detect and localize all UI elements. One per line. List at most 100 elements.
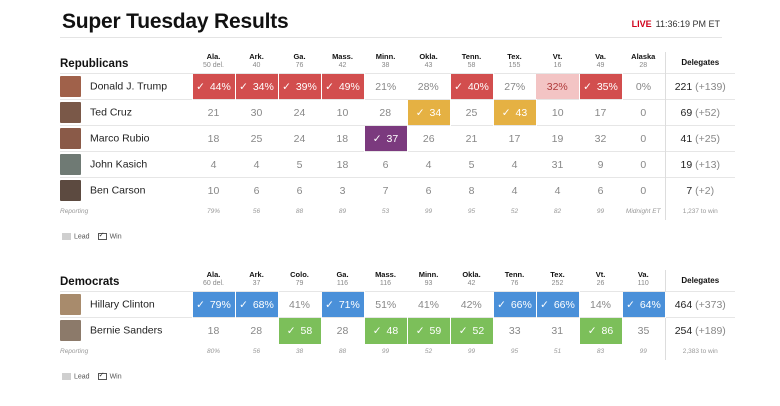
check-icon: ✓	[372, 132, 385, 145]
state-delegates: 42	[467, 280, 476, 287]
result-value: 0	[640, 184, 647, 197]
reporting-value: 79%	[206, 208, 220, 215]
result-value: 4	[511, 184, 518, 197]
delegate-count: 69 (+52)	[664, 99, 735, 126]
result-value: 10	[336, 106, 349, 119]
result-cell: 28	[321, 317, 364, 344]
result-cell: ✓ 58	[277, 317, 322, 344]
result-cell: 6	[278, 177, 321, 204]
state-abbr: Alaska	[631, 52, 656, 61]
candidate-name-cell: Ted Cruz	[60, 99, 192, 126]
result-value: 41%	[288, 298, 310, 311]
delegate-count: 41 (+25)	[664, 125, 735, 152]
reporting-value: 80%	[206, 348, 220, 355]
result-value: 0	[640, 158, 647, 171]
delegates-to-win: 2,383 to win	[664, 343, 735, 360]
candidate-name-cell: Ben Carson	[60, 177, 192, 204]
avatar	[60, 128, 81, 149]
result-cell: 7	[364, 177, 407, 204]
result-value: 4	[425, 158, 432, 171]
state-header: Ga. 76	[278, 52, 321, 74]
state-delegates: 26	[596, 280, 605, 287]
lead-swatch	[62, 373, 71, 380]
candidate-row[interactable]: Ted Cruz 21 30 24 10 28 ✓ 34 25 ✓ 43 10 17 0 69 (+52…	[60, 99, 735, 126]
candidate-name-cell: Marco Rubio	[60, 125, 192, 152]
result-cell: ✓ 34	[406, 99, 451, 126]
result-value: 32	[594, 132, 607, 145]
democrat-results-table: Democrats Ala. 60 del. Ark. 37 Colo. 79 Ga. 116 M…	[60, 270, 735, 360]
result-cell: 4	[536, 177, 579, 204]
result-cell: 42%	[450, 291, 493, 318]
state-abbr: Colo.	[290, 270, 309, 279]
update-time: 11:36:19 PM ET	[655, 19, 720, 29]
check-icon: ✓	[458, 324, 471, 337]
check-icon: ✓	[415, 324, 428, 337]
result-cell: 3	[321, 177, 364, 204]
legend-win-label: Win	[109, 233, 122, 241]
state-delegates: 76	[510, 280, 519, 287]
state-delegates: 49	[596, 62, 605, 69]
state-abbr: Okla.	[462, 270, 481, 279]
result-value: 64%	[639, 298, 661, 311]
result-cell: 18	[192, 125, 235, 152]
delegate-total: 19	[680, 158, 693, 171]
check-icon: ✓	[626, 298, 638, 311]
state-delegates: 42	[338, 62, 347, 69]
result-cell: 30	[235, 99, 278, 126]
republican-results-table: Republicans Ala. 50 del. Ark. 40 Ga. 76 Mass. 42…	[60, 52, 735, 220]
delegate-change: (+13)	[695, 158, 720, 171]
result-value: 41%	[417, 298, 439, 311]
check-icon: ✓	[454, 80, 466, 93]
reporting-value: 99	[639, 348, 647, 355]
state-delegates: 116	[336, 280, 349, 287]
candidate-row[interactable]: Donald J. Trump ✓ 44% ✓ 34% ✓ 39% ✓ 49% 21% 28…	[60, 73, 735, 100]
result-cell: ✓ 86	[578, 317, 623, 344]
reporting-value: 99	[381, 348, 390, 355]
result-cell: ✓ 34%	[234, 73, 279, 100]
legend-lead: Lead	[62, 373, 90, 380]
reporting-value: 51	[553, 348, 562, 355]
candidate-row[interactable]: Marco Rubio 18 25 24 18 ✓ 37 26 21 17 19 32 0 41 (+2…	[60, 125, 735, 152]
candidate-row[interactable]: Hillary Clinton ✓ 79% ✓ 68% 41% ✓ 71% 51% 41% 4…	[60, 291, 735, 318]
result-value: 18	[336, 158, 349, 171]
state-delegates: 37	[252, 280, 261, 287]
party-label: Republicans	[60, 58, 129, 70]
candidate-row[interactable]: John Kasich 4 4 5 18 6 4 5 4 31 9 0 19 (+13)	[60, 151, 735, 178]
state-header: Ala. 50 del.	[192, 52, 235, 74]
result-value: 4	[253, 158, 260, 171]
result-value: 0%	[635, 80, 652, 93]
state-abbr: Mass.	[332, 52, 353, 61]
result-value: 37	[386, 132, 399, 145]
result-cell: 26	[407, 125, 450, 152]
reporting-value: 52	[510, 208, 519, 215]
state-header: Alaska 28	[622, 52, 665, 74]
state-delegates: 38	[381, 62, 390, 69]
check-icon: ✓	[196, 298, 208, 311]
result-value: 28	[250, 324, 263, 337]
candidate-row[interactable]: Ben Carson 10 6 6 3 7 6 8 4 4 6 0 7 (+2)	[60, 177, 735, 204]
result-value: 21	[207, 106, 220, 119]
result-value: 71%	[338, 298, 360, 311]
result-value: 35%	[596, 80, 618, 93]
state-abbr: Va.	[595, 52, 606, 61]
result-cell: 28	[364, 99, 407, 126]
result-value: 40%	[467, 80, 489, 93]
result-cell: 4	[493, 151, 536, 178]
candidate-row[interactable]: Bernie Sanders 18 28 ✓ 58 28 ✓ 48 ✓ 59 ✓ 52 33 31…	[60, 317, 735, 344]
avatar	[60, 154, 81, 175]
reporting-value: 38	[295, 348, 304, 355]
result-cell: 19	[536, 125, 579, 152]
result-value: 10	[551, 106, 564, 119]
delegate-total: 41	[680, 132, 693, 145]
state-header: Ark. 40	[235, 52, 278, 74]
result-cell: 25	[450, 99, 493, 126]
result-cell: 0	[622, 125, 665, 152]
result-value: 52	[472, 324, 485, 337]
state-header: Mass. 116	[364, 270, 407, 292]
check-icon: ✓	[325, 80, 337, 93]
state-delegates: 16	[553, 62, 562, 69]
state-delegates: 58	[467, 62, 476, 69]
delegate-count: 254 (+189)	[664, 317, 735, 344]
candidate-name: John Kasich	[90, 158, 148, 171]
result-value: 79%	[209, 298, 231, 311]
